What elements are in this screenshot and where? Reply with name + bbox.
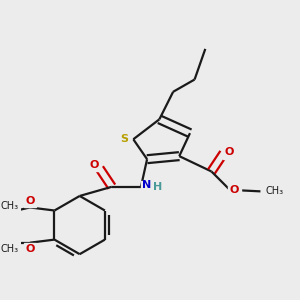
Text: CH₃: CH₃ [1,201,19,211]
Text: S: S [120,134,128,144]
Text: O: O [25,244,35,254]
Bar [141,181,153,193]
Bar [88,159,100,171]
Text: N: N [142,180,152,190]
Text: O: O [89,160,99,170]
Text: O: O [25,196,35,206]
Text: H: H [153,182,162,192]
Bar [24,195,36,207]
Text: CH₃: CH₃ [1,244,19,254]
Bar [118,133,131,145]
Bar [223,147,235,159]
Text: CH₃: CH₃ [266,186,284,197]
Bar [228,184,241,196]
Text: O: O [224,146,234,157]
Bar [24,243,36,255]
Bar [152,181,164,193]
Text: O: O [230,185,239,195]
